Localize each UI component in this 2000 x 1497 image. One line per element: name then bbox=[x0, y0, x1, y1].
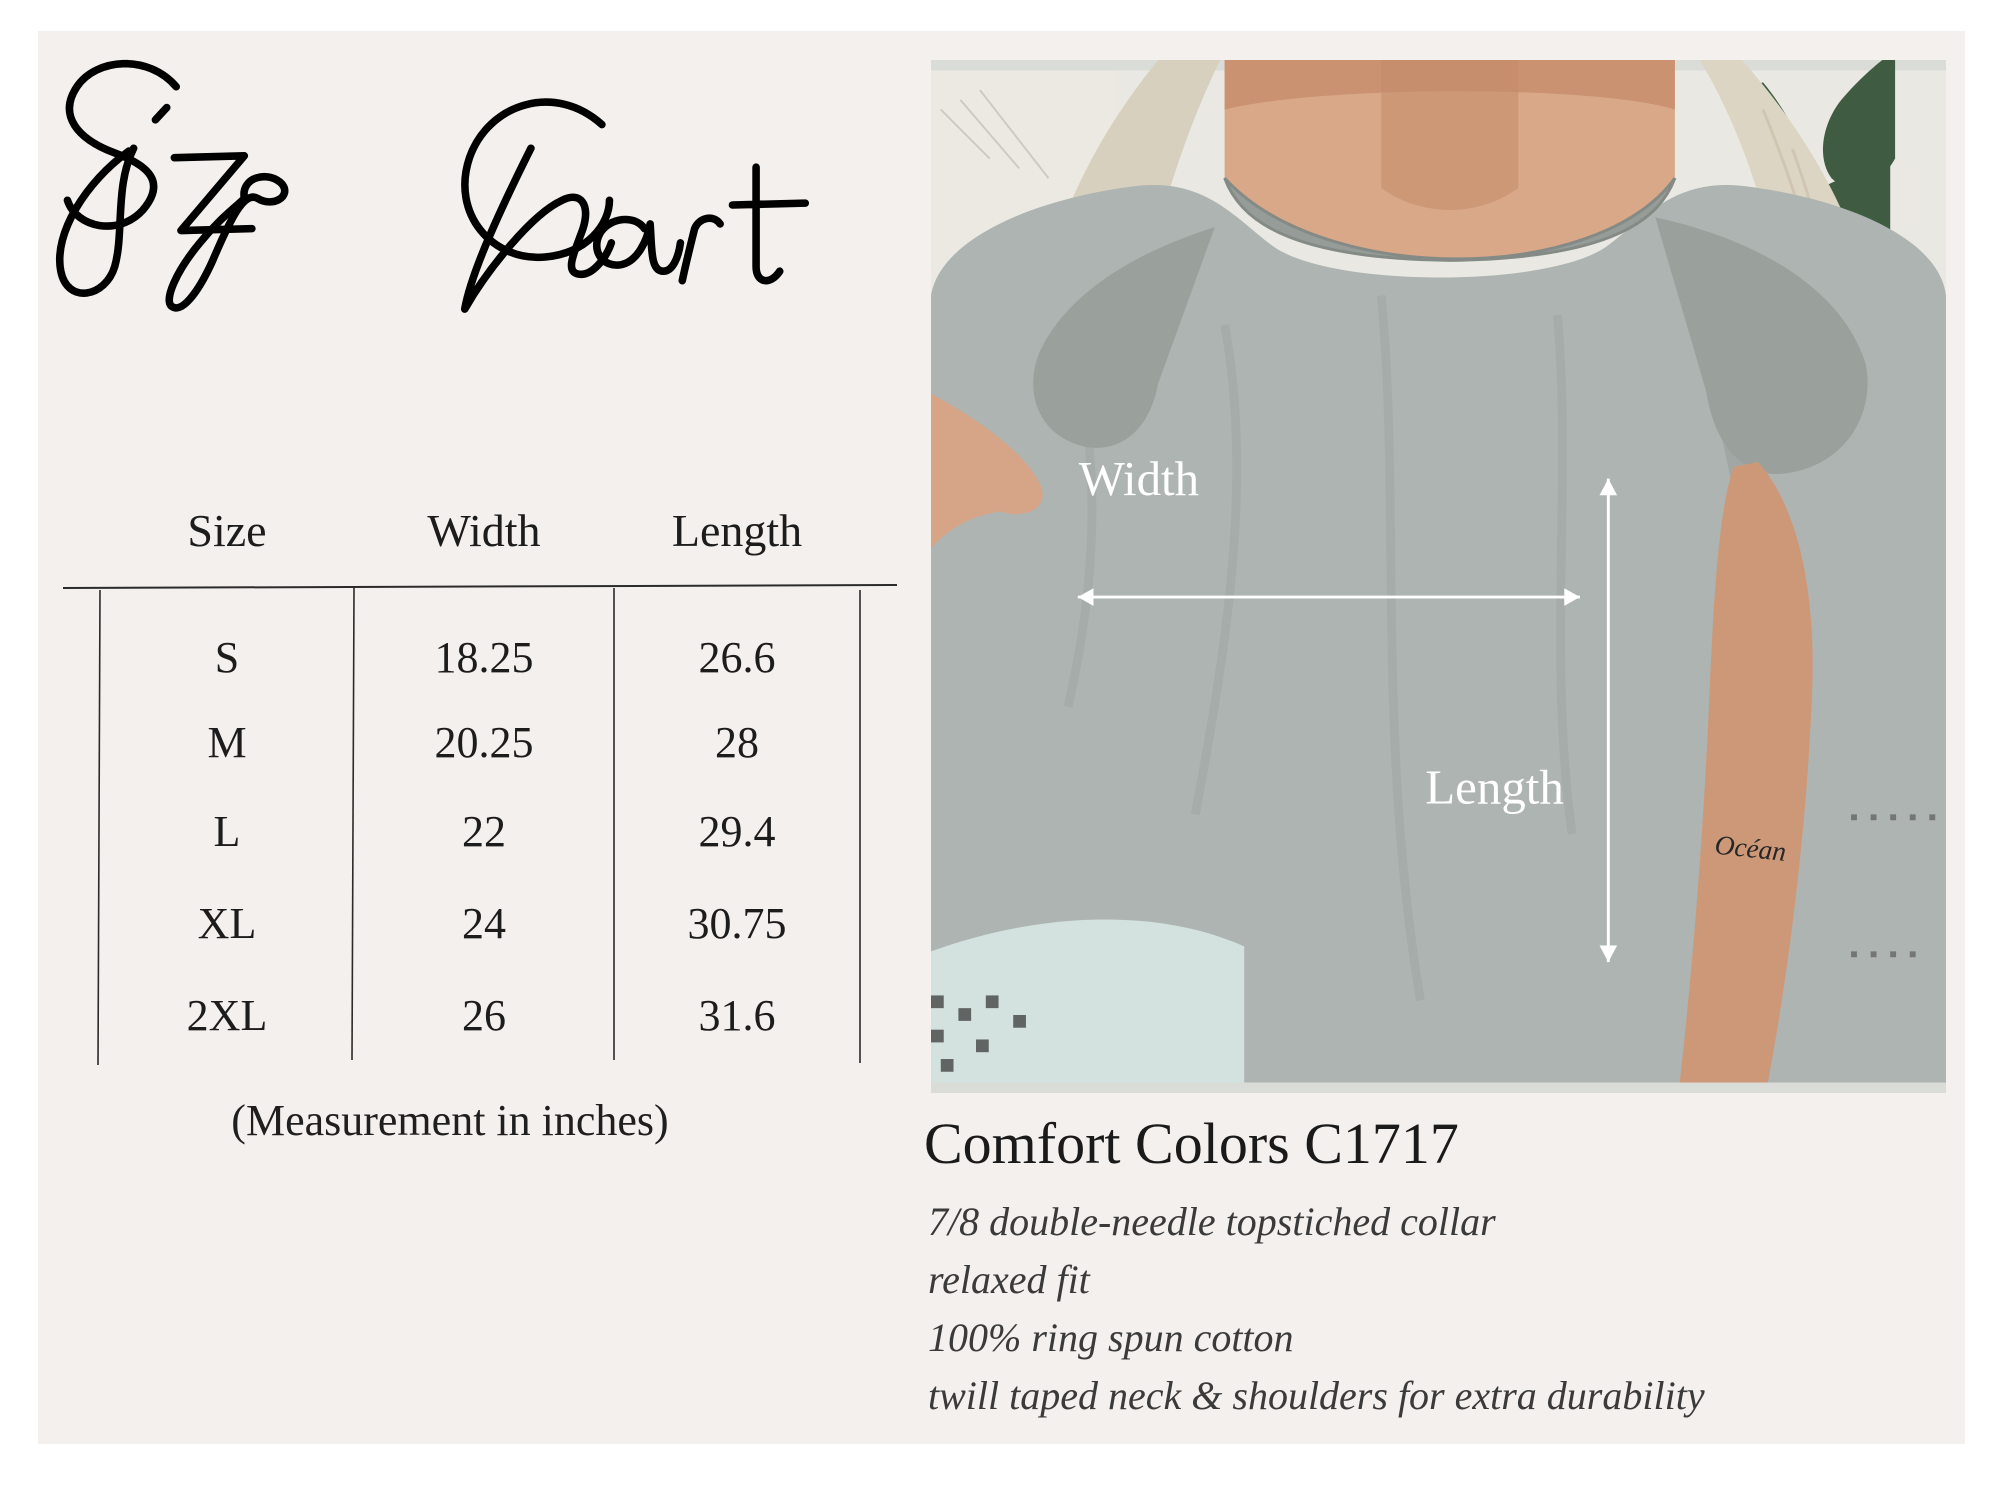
svg-text:M: M bbox=[207, 718, 246, 767]
svg-text:26: 26 bbox=[462, 991, 506, 1040]
svg-text:Width: Width bbox=[427, 505, 540, 556]
svg-text:XL: XL bbox=[198, 899, 257, 948]
svg-text:28: 28 bbox=[715, 718, 759, 767]
svg-text:2XL: 2XL bbox=[187, 991, 268, 1040]
svg-text:31.6: 31.6 bbox=[699, 991, 776, 1040]
svg-text:30.75: 30.75 bbox=[688, 899, 787, 948]
svg-text:Length: Length bbox=[1425, 760, 1564, 815]
svg-text:24: 24 bbox=[462, 899, 506, 948]
svg-text:Length: Length bbox=[672, 505, 802, 556]
svg-text:20.25: 20.25 bbox=[435, 718, 534, 767]
svg-text:18.25: 18.25 bbox=[435, 633, 534, 682]
svg-text:S: S bbox=[215, 633, 239, 682]
svg-text:Size: Size bbox=[187, 505, 266, 556]
svg-text:26.6: 26.6 bbox=[699, 633, 776, 682]
svg-text:22: 22 bbox=[462, 807, 506, 856]
svg-text:29.4: 29.4 bbox=[699, 807, 776, 856]
svg-text:L: L bbox=[214, 807, 241, 856]
svg-text:Width: Width bbox=[1079, 451, 1199, 506]
